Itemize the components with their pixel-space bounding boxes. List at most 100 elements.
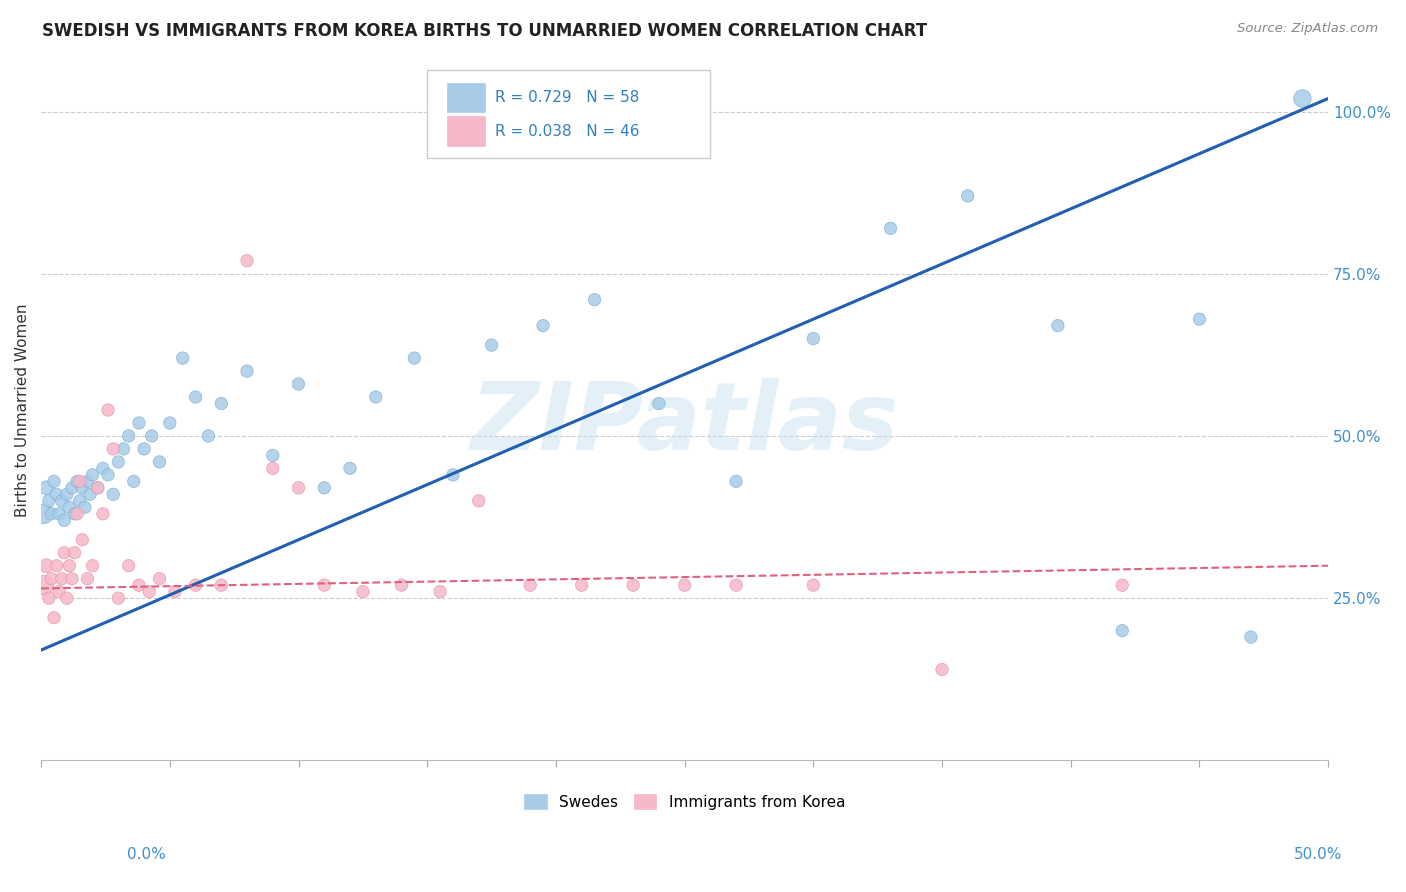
FancyBboxPatch shape	[427, 70, 710, 158]
Point	[76, 475, 98, 489]
Point	[112, 442, 135, 456]
Point	[531, 318, 554, 333]
Point	[41, 572, 63, 586]
Point	[314, 578, 336, 592]
Y-axis label: Births to Unmarried Women: Births to Unmarried Women	[15, 303, 30, 516]
Legend: Swedes, Immigrants from Korea: Swedes, Immigrants from Korea	[517, 788, 851, 816]
Point	[956, 189, 979, 203]
Point	[172, 351, 194, 365]
Point	[404, 351, 426, 365]
Point	[209, 396, 232, 410]
Point	[236, 253, 259, 268]
Point	[35, 481, 58, 495]
Point	[32, 507, 55, 521]
Point	[1240, 630, 1263, 644]
Point	[87, 481, 110, 495]
Point	[103, 442, 125, 456]
Point	[63, 507, 86, 521]
FancyBboxPatch shape	[447, 83, 485, 112]
Text: SWEDISH VS IMMIGRANTS FROM KOREA BIRTHS TO UNMARRIED WOMEN CORRELATION CHART: SWEDISH VS IMMIGRANTS FROM KOREA BIRTHS …	[42, 22, 928, 40]
Point	[364, 390, 387, 404]
Point	[53, 513, 76, 527]
Point	[429, 584, 451, 599]
Point	[38, 591, 60, 606]
Point	[621, 578, 644, 592]
Point	[441, 467, 464, 482]
Point	[87, 481, 110, 495]
Point	[725, 475, 748, 489]
Text: 50.0%: 50.0%	[1295, 847, 1343, 863]
Point	[42, 610, 65, 624]
Point	[481, 338, 503, 352]
Point	[91, 461, 114, 475]
Point	[1046, 318, 1069, 333]
Point	[91, 507, 114, 521]
Point	[122, 475, 145, 489]
Point	[163, 584, 186, 599]
Point	[38, 493, 60, 508]
Point	[45, 487, 67, 501]
Point	[58, 558, 80, 573]
Point	[103, 487, 125, 501]
Point	[51, 493, 73, 508]
Point	[97, 467, 120, 482]
Point	[42, 475, 65, 489]
Point	[931, 663, 953, 677]
Text: ZIPatlas: ZIPatlas	[471, 378, 898, 470]
Point	[56, 591, 79, 606]
Point	[287, 481, 309, 495]
Point	[107, 455, 129, 469]
Point	[117, 558, 139, 573]
Point	[69, 475, 91, 489]
Point	[138, 584, 160, 599]
Point	[571, 578, 593, 592]
Point	[117, 429, 139, 443]
Point	[1111, 624, 1133, 638]
Point	[262, 449, 284, 463]
Point	[66, 507, 89, 521]
Point	[128, 578, 150, 592]
Point	[1291, 91, 1313, 105]
Point	[63, 546, 86, 560]
Point	[51, 572, 73, 586]
Point	[314, 481, 336, 495]
Point	[53, 546, 76, 560]
Point	[97, 403, 120, 417]
Point	[673, 578, 696, 592]
Point	[48, 584, 70, 599]
Point	[48, 507, 70, 521]
Point	[648, 396, 671, 410]
Point	[184, 390, 207, 404]
Point	[287, 377, 309, 392]
Point	[56, 487, 79, 501]
Text: Source: ZipAtlas.com: Source: ZipAtlas.com	[1237, 22, 1378, 36]
Point	[60, 481, 83, 495]
Point	[801, 578, 824, 592]
Text: 0.0%: 0.0%	[127, 847, 166, 863]
Point	[82, 558, 104, 573]
Point	[1111, 578, 1133, 592]
Point	[66, 475, 89, 489]
Point	[132, 442, 155, 456]
Point	[184, 578, 207, 592]
Point	[262, 461, 284, 475]
Point	[72, 533, 94, 547]
Text: R = 0.038   N = 46: R = 0.038 N = 46	[495, 124, 640, 138]
Point	[82, 467, 104, 482]
Point	[79, 487, 101, 501]
Point	[339, 461, 361, 475]
Point	[45, 558, 67, 573]
Point	[725, 578, 748, 592]
Point	[467, 493, 489, 508]
Point	[128, 416, 150, 430]
Point	[583, 293, 606, 307]
Point	[1188, 312, 1211, 326]
Point	[35, 558, 58, 573]
Point	[801, 332, 824, 346]
Point	[519, 578, 541, 592]
Point	[148, 572, 170, 586]
Point	[73, 500, 96, 515]
FancyBboxPatch shape	[447, 116, 485, 145]
Point	[197, 429, 219, 443]
Text: R = 0.729   N = 58: R = 0.729 N = 58	[495, 90, 640, 105]
